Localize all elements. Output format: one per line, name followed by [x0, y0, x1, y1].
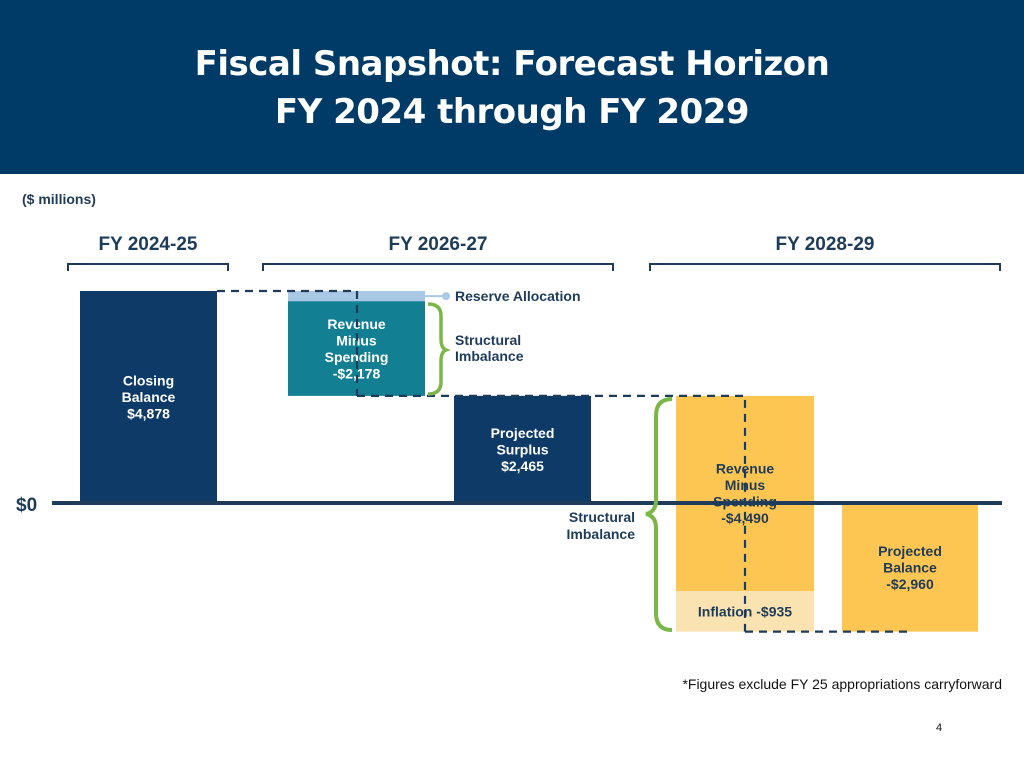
bar-0-label-2: $4,878 — [127, 406, 170, 422]
bar-6-label-2: -$2,960 — [886, 576, 934, 592]
bar-6-label-0: Projected — [878, 543, 942, 559]
bar-4-label-0: Revenue — [716, 461, 775, 477]
reserve-allocation-label: Reserve Allocation — [455, 288, 581, 304]
connector-projected-surplus — [357, 394, 747, 632]
structural-imbalance-2-label-1: Imbalance — [567, 526, 636, 542]
reserve-leader-dot — [442, 292, 450, 301]
zero-axis-label: $0 — [16, 495, 37, 516]
period-label-fy2026-27: FY 2026-27 — [388, 234, 488, 255]
period-label-fy2028-29: FY 2028-29 — [775, 234, 875, 255]
structural-imbalance-2-label-0: Structural — [569, 509, 635, 525]
period-bracket-2 — [649, 263, 1001, 271]
bar-3 — [454, 395, 591, 503]
connector-closing-balance — [217, 289, 359, 396]
bar-3-label-2: $2,465 — [501, 458, 544, 474]
page-number: 4 — [936, 722, 943, 734]
bar-2-label-2: Spending — [325, 349, 389, 365]
structural-imbalance-bracket-2 — [645, 397, 673, 632]
bar-6-label-1: Balance — [883, 559, 937, 575]
period-bracket-1 — [262, 263, 614, 271]
bar-0 — [80, 291, 217, 503]
structural-imbalance-bracket-1 — [427, 302, 451, 396]
units-label: ($ millions) — [22, 191, 96, 207]
footnote: *Figures exclude FY 25 appropriations ca… — [682, 676, 1002, 692]
bar-2-label-3: -$2,178 — [333, 365, 381, 381]
bar-6 — [842, 503, 978, 632]
bar-3-label-0: Projected — [491, 425, 555, 441]
period-label-fy2024-25: FY 2024-25 — [98, 234, 198, 255]
bar-0-label-0: Closing — [123, 373, 174, 389]
bar-0-label-1: Balance — [122, 389, 176, 405]
bar-3-label-1: Surplus — [496, 441, 548, 457]
header-banner: Fiscal Snapshot: Forecast Horizon FY 202… — [0, 0, 1024, 174]
page-title-line-1: Fiscal Snapshot: Forecast Horizon — [194, 44, 830, 84]
period-bracket-0 — [67, 263, 229, 271]
structural-imbalance-1-label-0: Structural — [455, 332, 521, 348]
structural-imbalance-1-label-1: Imbalance — [455, 348, 524, 364]
page-title-line-2: FY 2024 through FY 2029 — [274, 92, 750, 132]
